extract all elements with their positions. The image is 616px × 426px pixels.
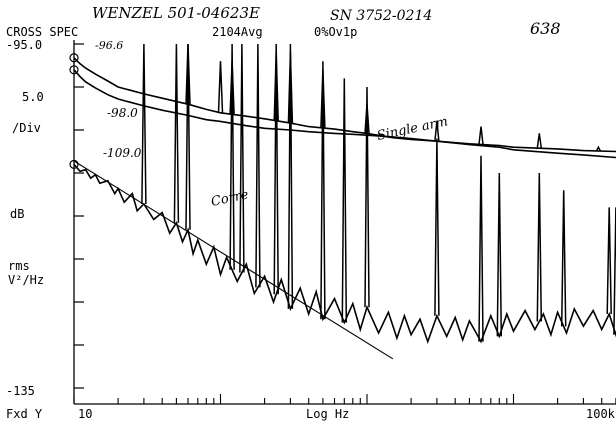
y-bottom-label: -135 [6, 384, 35, 398]
mode-label: CROSS SPEC [6, 25, 78, 39]
page-number: 638 [530, 19, 561, 38]
x-end-label: 100k [586, 407, 616, 421]
spur-peak [435, 139, 439, 316]
spur-peak [219, 61, 223, 113]
spur-peak [497, 173, 501, 336]
spur-peak [479, 127, 483, 145]
overload-label: 0%Ov1p [314, 25, 357, 39]
label-upper-curve: -96.6 [95, 39, 123, 52]
spur-peak [342, 78, 346, 322]
label-lower-curve: -98.0 [107, 106, 138, 120]
spur-peak [562, 190, 566, 326]
spur-peak [256, 44, 260, 287]
serial-annotation: SN 3752-0214 [330, 8, 432, 24]
label-correlated-start: -109.0 [103, 146, 142, 160]
spur-peak [230, 44, 234, 270]
x-center-label: Log Hz [306, 407, 349, 421]
y-scale-unit: /Div [12, 121, 41, 135]
y-unit-db: dB [10, 207, 24, 221]
spur-peak [142, 44, 146, 204]
y-unit-rms: rms [8, 259, 30, 273]
spur-peak [537, 133, 541, 148]
x-start-label: 10 [78, 407, 92, 421]
spur-peak [240, 44, 244, 273]
spur-peak [537, 173, 541, 322]
averages-label: 2104Avg [212, 25, 263, 39]
spur-peak [174, 44, 178, 223]
y-unit-psd: V²/Hz [8, 273, 44, 287]
x-mode-label: Fxd Y [6, 407, 43, 421]
spur-peak [607, 207, 611, 314]
spur-peak [479, 156, 483, 342]
y-top-label: -95.0 [6, 38, 42, 52]
y-scale-value: 5.0 [22, 90, 44, 104]
sensor-annotation: WENZEL 501-04623E [92, 4, 260, 22]
